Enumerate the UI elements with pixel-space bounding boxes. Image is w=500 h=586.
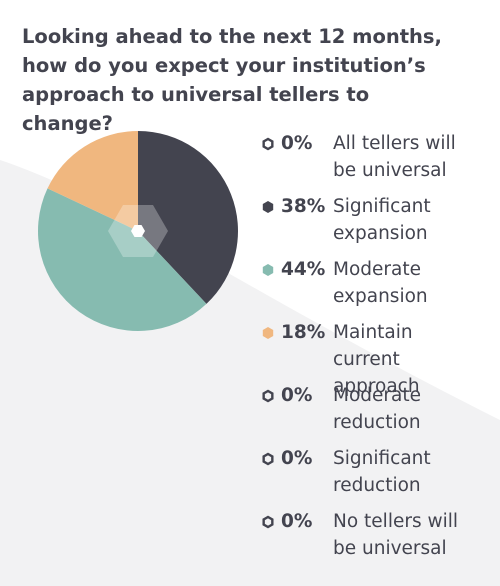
legend-label: Moderate expansion [333,259,428,307]
legend-item-significant-expansion: 38% Significant expansion [260,193,495,256]
legend-item-moderate-reduction: 0% Moderate reduction [260,382,495,445]
legend-percent: 0% [281,511,313,532]
legend-item-significant-reduction: 0% Significant reduction [260,445,495,508]
hexagon-outline-icon [260,382,276,409]
hexagon-filled-icon [260,319,276,346]
hexagon-outline-icon [260,445,276,472]
chart-title: Looking ahead to the next 12 months, how… [22,25,442,135]
legend-percent: 0% [281,448,313,469]
legend-percent: 0% [281,133,313,154]
legend-item-all-tellers-will-be-universal: 0% All tellers will be universal [260,130,495,193]
legend-item-maintain-current-approach: 18% Maintain current approach [260,319,495,397]
hexagon-outline-icon [260,508,276,535]
pie-slice-significant-expansion [138,131,238,304]
legend-percent: 18% [281,322,326,343]
legend-label: No tellers will be universal [333,511,459,559]
hexagon-outline-icon [260,130,276,157]
legend-label: Significant expansion [333,196,431,244]
legend-label: Significant reduction [333,448,431,496]
pie-slice-maintain-current-approach [47,131,138,231]
center-hexagon-dot-icon [131,224,145,238]
hexagon-filled-icon [260,256,276,283]
legend-percent: 44% [281,259,326,280]
legend-label: Maintain current approach [333,322,420,397]
chart-legend: 0% All tellers will be universal 38% Signif… [260,130,495,571]
legend-label: All tellers will be universal [333,133,456,181]
legend-item-moderate-expansion: 44% Moderate expansion [260,256,495,319]
legend-percent: 0% [281,385,313,406]
pie-chart [37,131,238,331]
pie-slice-moderate-expansion [37,188,207,331]
legend-label: Moderate reduction [333,385,421,433]
hexagon-filled-icon [260,193,276,220]
legend-percent: 38% [281,196,326,217]
legend-item-no-tellers-will-be-universal: 0% No tellers will be universal [260,508,495,571]
